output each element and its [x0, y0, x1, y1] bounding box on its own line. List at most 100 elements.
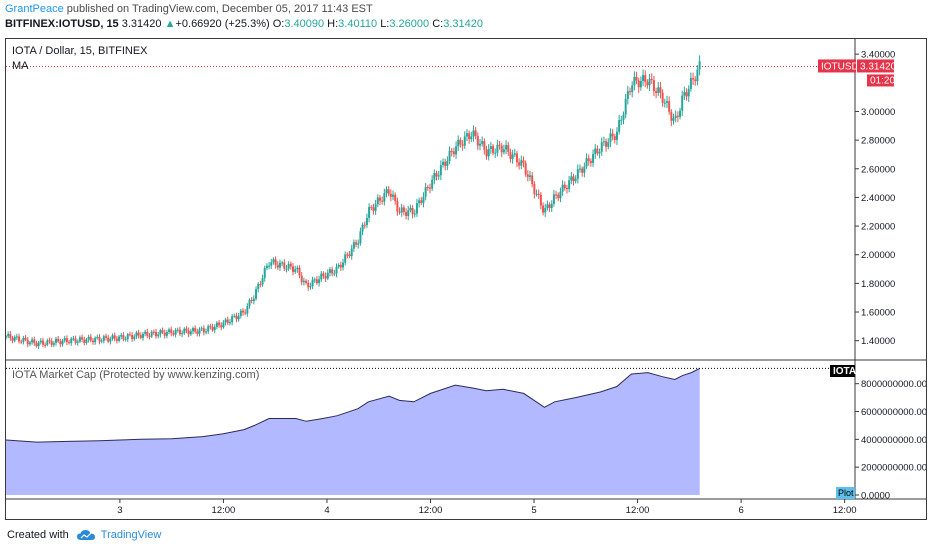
candle[interactable] [376, 197, 379, 205]
candle[interactable] [20, 341, 23, 343]
candle[interactable] [631, 85, 634, 93]
candle[interactable] [159, 330, 162, 335]
candle[interactable] [411, 207, 414, 215]
ma-indicator-label[interactable]: MA [12, 60, 29, 72]
candle[interactable] [520, 160, 523, 166]
candle[interactable] [89, 336, 92, 341]
candle[interactable] [324, 275, 327, 279]
candle[interactable] [172, 333, 175, 335]
candle[interactable] [444, 161, 447, 166]
candle[interactable] [215, 322, 218, 327]
candle[interactable] [509, 152, 512, 159]
candle[interactable] [198, 329, 201, 334]
candle[interactable] [676, 115, 679, 117]
candle[interactable] [629, 91, 632, 93]
candle[interactable] [328, 269, 331, 273]
candle[interactable] [344, 254, 347, 263]
candle[interactable] [618, 120, 621, 132]
candle[interactable] [28, 342, 31, 345]
candle[interactable] [259, 284, 262, 286]
candle[interactable] [233, 315, 236, 317]
candle[interactable] [681, 95, 684, 111]
candle[interactable] [478, 143, 481, 146]
candle[interactable] [550, 203, 553, 208]
candle[interactable] [170, 329, 173, 334]
candle[interactable] [191, 328, 194, 332]
candle[interactable] [513, 153, 516, 155]
candle[interactable] [563, 184, 566, 188]
candle[interactable] [661, 92, 664, 103]
candle[interactable] [402, 207, 405, 213]
candle[interactable] [407, 210, 410, 216]
candle[interactable] [507, 145, 510, 153]
candle[interactable] [361, 224, 364, 232]
candle[interactable] [565, 187, 568, 190]
candle[interactable] [587, 158, 590, 161]
candle[interactable] [131, 335, 134, 339]
candle[interactable] [146, 331, 149, 336]
candle[interactable] [396, 201, 399, 212]
candle[interactable] [385, 189, 388, 194]
candle[interactable] [24, 337, 27, 340]
candle[interactable] [672, 118, 675, 121]
candle[interactable] [111, 335, 114, 339]
candle[interactable] [570, 176, 573, 181]
candle[interactable] [70, 338, 73, 344]
candle[interactable] [133, 336, 136, 339]
candle[interactable] [274, 259, 277, 265]
candle[interactable] [650, 78, 653, 81]
candle[interactable] [63, 338, 66, 341]
candle[interactable] [331, 269, 334, 274]
price-axis[interactable]: 3.4000033.000002.800002.600002.400002.20… [855, 50, 895, 348]
candle[interactable] [337, 264, 340, 267]
candle[interactable] [228, 322, 231, 324]
candle[interactable] [659, 87, 662, 93]
candle[interactable] [624, 98, 627, 115]
candle[interactable] [7, 333, 10, 337]
candle[interactable] [200, 328, 203, 330]
candle[interactable] [561, 184, 564, 192]
candle[interactable] [94, 337, 97, 343]
candle[interactable] [415, 203, 418, 214]
candle[interactable] [98, 337, 101, 342]
candle[interactable] [165, 332, 168, 336]
candle[interactable] [296, 267, 299, 270]
candle[interactable] [298, 267, 301, 276]
candle[interactable] [426, 187, 429, 189]
candle[interactable] [457, 139, 460, 147]
candle[interactable] [359, 231, 362, 244]
candle[interactable] [309, 286, 312, 288]
candle[interactable] [313, 279, 316, 281]
candle[interactable] [372, 207, 375, 211]
candle[interactable] [211, 326, 214, 331]
market-cap-fill[interactable] [6, 368, 700, 495]
candle[interactable] [305, 280, 308, 283]
candle[interactable] [424, 187, 427, 197]
candle[interactable] [489, 146, 492, 150]
candle[interactable] [15, 336, 18, 338]
candle[interactable] [48, 340, 51, 342]
candle[interactable] [557, 194, 560, 199]
candle[interactable] [683, 92, 686, 96]
candle[interactable] [187, 330, 190, 335]
candle[interactable] [592, 154, 595, 163]
candle[interactable] [205, 331, 208, 333]
candle[interactable] [585, 158, 588, 167]
candle[interactable] [83, 339, 86, 343]
candle[interactable] [492, 146, 495, 153]
candle[interactable] [276, 264, 279, 268]
candle[interactable] [287, 263, 290, 269]
candle[interactable] [311, 279, 314, 287]
candle[interactable] [515, 153, 518, 163]
candle[interactable] [568, 180, 571, 190]
candles[interactable] [5, 55, 701, 350]
candle[interactable] [348, 254, 351, 257]
candle[interactable] [44, 344, 47, 346]
candle[interactable] [439, 165, 442, 176]
candle[interactable] [398, 211, 401, 213]
candle[interactable] [572, 176, 575, 182]
candle[interactable] [226, 319, 229, 323]
candle[interactable] [346, 254, 349, 256]
candle[interactable] [315, 279, 318, 284]
candle[interactable] [455, 146, 458, 155]
